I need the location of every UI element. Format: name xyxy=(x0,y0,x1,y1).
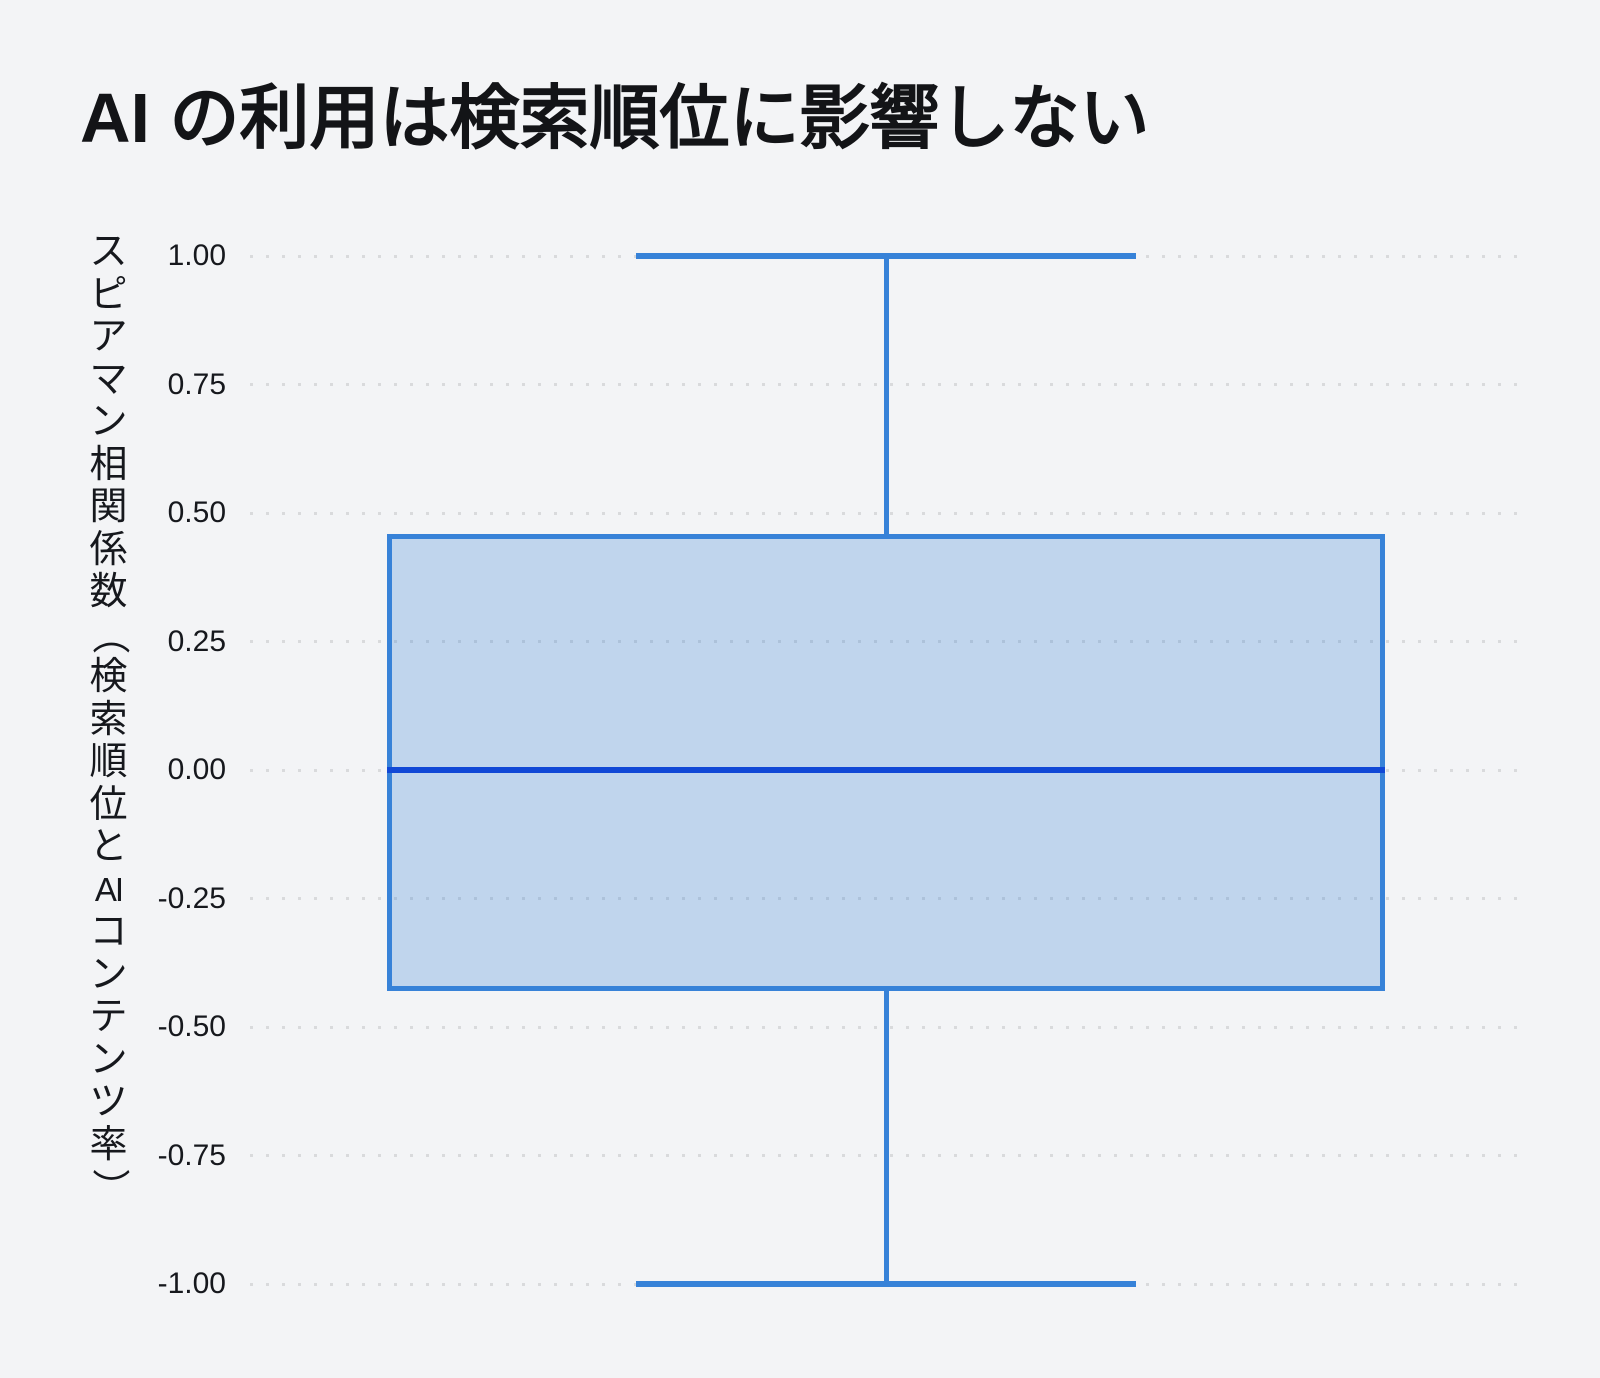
y-tick-label: -0.75 xyxy=(157,1138,226,1172)
y-axis-label-char: 位 xyxy=(89,783,128,826)
y-axis-label-char: 索 xyxy=(89,698,128,741)
y-axis-label-char: AI xyxy=(94,870,124,908)
y-axis-label-char: ツ xyxy=(89,1081,128,1123)
y-tick-label: 0.00 xyxy=(167,753,226,786)
y-axis-label-char: 係 xyxy=(89,528,128,571)
y-axis-label-char: 順 xyxy=(89,741,128,783)
whisker-lower-cap xyxy=(636,1281,1136,1287)
y-tick-label: 0.25 xyxy=(167,624,226,658)
y-axis-label-char: 数 xyxy=(89,571,128,613)
whisker-upper-cap xyxy=(636,253,1136,259)
y-axis-label-char: ス xyxy=(89,231,128,273)
y-axis-label-char: ア xyxy=(89,316,128,358)
y-tick-label: 0.50 xyxy=(167,496,226,529)
median-line xyxy=(387,767,1385,773)
y-axis-label-char: と xyxy=(89,826,128,868)
y-axis-label-char: マ xyxy=(89,358,128,401)
y-tick-label: -0.25 xyxy=(157,881,226,915)
y-axis-label-char: 検 xyxy=(89,656,128,698)
box-iqr-border xyxy=(387,533,1385,991)
y-axis-label-char: コ xyxy=(89,911,128,953)
chart-title: AI の利用は検索順位に影響しない xyxy=(80,79,1150,157)
y-gridline xyxy=(250,897,1520,900)
whisker-lower-line xyxy=(883,991,889,1284)
y-axis-label-char: ピ xyxy=(89,273,128,316)
y-axis-label-char: ン xyxy=(89,401,128,443)
y-tick-label: -1.00 xyxy=(157,1267,226,1300)
y-axis-label-char: ン xyxy=(89,953,128,996)
y-axis-label-char: テ xyxy=(89,996,128,1038)
y-tick-label: 0.75 xyxy=(167,367,226,401)
y-axis-label-char: 相 xyxy=(89,443,128,486)
y-axis-label-char: 率 xyxy=(89,1123,128,1166)
y-tick-label: 1.00 xyxy=(167,239,226,272)
whisker-upper-line xyxy=(883,256,889,534)
y-axis-label-char: 関 xyxy=(89,486,128,528)
y-axis-label-char: ン xyxy=(89,1038,128,1081)
box-iqr-fill xyxy=(387,533,1385,991)
y-tick-label: -0.50 xyxy=(157,1010,226,1043)
y-gridline xyxy=(250,640,1520,643)
y-axis-label: スピアマン相関係数（検索順位と AI コンテンツ率） xyxy=(85,231,132,1209)
